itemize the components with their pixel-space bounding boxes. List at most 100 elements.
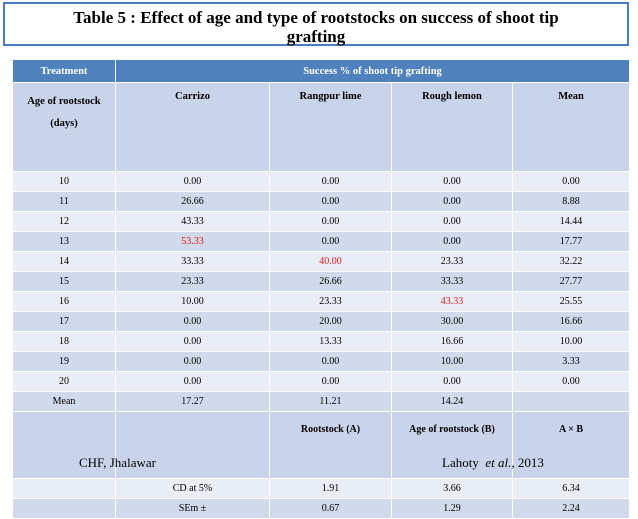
cell: 0.00	[511, 171, 631, 192]
cell: 26.66	[115, 191, 270, 212]
cell: 0.00	[391, 231, 513, 252]
cell: 8.88	[511, 191, 631, 212]
results-table: Treatment Success % of shoot tip graftin…	[12, 59, 631, 519]
cell: 23.33	[269, 291, 392, 312]
table-row: 12 43.33 0.00 0.00 14.44	[12, 211, 631, 232]
cell: 0.67	[269, 498, 392, 519]
cell: 0.00	[269, 231, 392, 252]
cell: 14.24	[391, 391, 513, 412]
cell: 0.00	[269, 211, 392, 232]
cell: 20	[12, 371, 116, 392]
cell: 11.21	[269, 391, 392, 412]
cell: 0.00	[269, 171, 392, 192]
cell-empty	[12, 411, 116, 479]
cell: 0.00	[115, 331, 270, 352]
cell: 33.33	[391, 271, 513, 292]
cell: 16	[12, 291, 116, 312]
stats-row-sem: SEm ± 0.67 1.29 2.24	[12, 498, 631, 519]
stat-header-rootstock: Rootstock (A)	[269, 411, 392, 479]
cell: 0.00	[391, 371, 513, 392]
cell: 16.66	[511, 311, 631, 332]
cell: Mean	[12, 391, 116, 412]
stats-row-cd: CD at 5% 1.91 3.66 6.34	[12, 478, 631, 499]
cell: 11	[12, 191, 116, 212]
cell: 33.33	[115, 251, 270, 272]
cell: 16.66	[391, 331, 513, 352]
cell: 6.34	[511, 478, 631, 499]
cell: 27.77	[511, 271, 631, 292]
header-rough-lemon: Rough lemon	[391, 82, 513, 172]
cell: 13.33	[269, 331, 392, 352]
footer-source: CHF, Jhalawar	[79, 455, 156, 470]
table-subheader-row: Age of rootstock (days) Carrizo Rangpur …	[12, 82, 631, 172]
table-row: 18 0.00 13.33 16.66 10.00	[12, 331, 631, 352]
cell: 26.66	[269, 271, 392, 292]
header-mean: Mean	[511, 82, 631, 172]
cell-highlight: 43.33	[391, 291, 513, 312]
cell: 10	[12, 171, 116, 192]
table-row: 14 33.33 40.00 23.33 32.22	[12, 251, 631, 272]
cell: 0.00	[391, 171, 513, 192]
cell: 0.00	[115, 311, 270, 332]
cell: 0.00	[269, 371, 392, 392]
cell: 15	[12, 271, 116, 292]
cell: 14	[12, 251, 116, 272]
table-row: 17 0.00 20.00 30.00 16.66	[12, 311, 631, 332]
cell: 18	[12, 331, 116, 352]
citation-year: 2013	[517, 455, 544, 470]
citation-etal: et al.,	[485, 455, 515, 470]
cell: 14.44	[511, 211, 631, 232]
header-carrizo: Carrizo	[115, 82, 270, 172]
header-treatment: Treatment	[12, 59, 116, 83]
cell: 20.00	[269, 311, 392, 332]
cell: 23.33	[391, 251, 513, 272]
cell: 3.66	[391, 478, 513, 499]
cell: SEm ±	[115, 498, 270, 519]
cell: 10.00	[511, 331, 631, 352]
cell: 32.22	[511, 251, 631, 272]
table-row: 19 0.00 0.00 10.00 3.33	[12, 351, 631, 372]
citation-author: Lahoty	[442, 455, 479, 470]
title-box: Table 5 : Effect of age and type of root…	[3, 2, 629, 46]
stat-header-age: Age of rootstock (B)	[391, 411, 513, 479]
cell: 25.55	[511, 291, 631, 312]
cell: 23.33	[115, 271, 270, 292]
table-row: 11 26.66 0.00 0.00 8.88	[12, 191, 631, 212]
cell: 0.00	[115, 351, 270, 372]
table-row: 15 23.33 26.66 33.33 27.77	[12, 271, 631, 292]
cell: 0.00	[269, 351, 392, 372]
cell: 1.91	[269, 478, 392, 499]
cell-highlight: 40.00	[269, 251, 392, 272]
header-age: Age of rootstock (days)	[12, 82, 116, 172]
table-row-mean: Mean 17.27 11.21 14.24	[12, 391, 631, 412]
cell: 10.00	[391, 351, 513, 372]
cell: 17.77	[511, 231, 631, 252]
stats-header-row: Rootstock (A) Age of rootstock (B) A × B	[12, 411, 631, 479]
page-title: Table 5 : Effect of age and type of root…	[73, 8, 559, 46]
cell: 0.00	[391, 211, 513, 232]
cell: 13	[12, 231, 116, 252]
cell: 3.33	[511, 351, 631, 372]
cell: 0.00	[511, 371, 631, 392]
cell-empty	[12, 478, 116, 499]
table-row: 16 10.00 23.33 43.33 25.55	[12, 291, 631, 312]
header-days-label: (days)	[50, 118, 78, 129]
cell: 12	[12, 211, 116, 232]
cell: 30.00	[391, 311, 513, 332]
cell: 43.33	[115, 211, 270, 232]
cell: 19	[12, 351, 116, 372]
cell: 10.00	[115, 291, 270, 312]
cell: 0.00	[391, 191, 513, 212]
stat-header-interaction: A × B	[511, 411, 631, 479]
cell: 0.00	[115, 171, 270, 192]
table-row: 20 0.00 0.00 0.00 0.00	[12, 371, 631, 392]
cell: 2.24	[511, 498, 631, 519]
cell: 17	[12, 311, 116, 332]
cell: 1.29	[391, 498, 513, 519]
cell-highlight: 53.33	[115, 231, 270, 252]
footer-citation: Lahoty et al., 2013	[442, 455, 544, 471]
table-header-row: Treatment Success % of shoot tip graftin…	[12, 59, 631, 83]
cell: 0.00	[269, 191, 392, 212]
header-success: Success % of shoot tip grafting	[114, 59, 631, 83]
cell: CD at 5%	[115, 478, 270, 499]
